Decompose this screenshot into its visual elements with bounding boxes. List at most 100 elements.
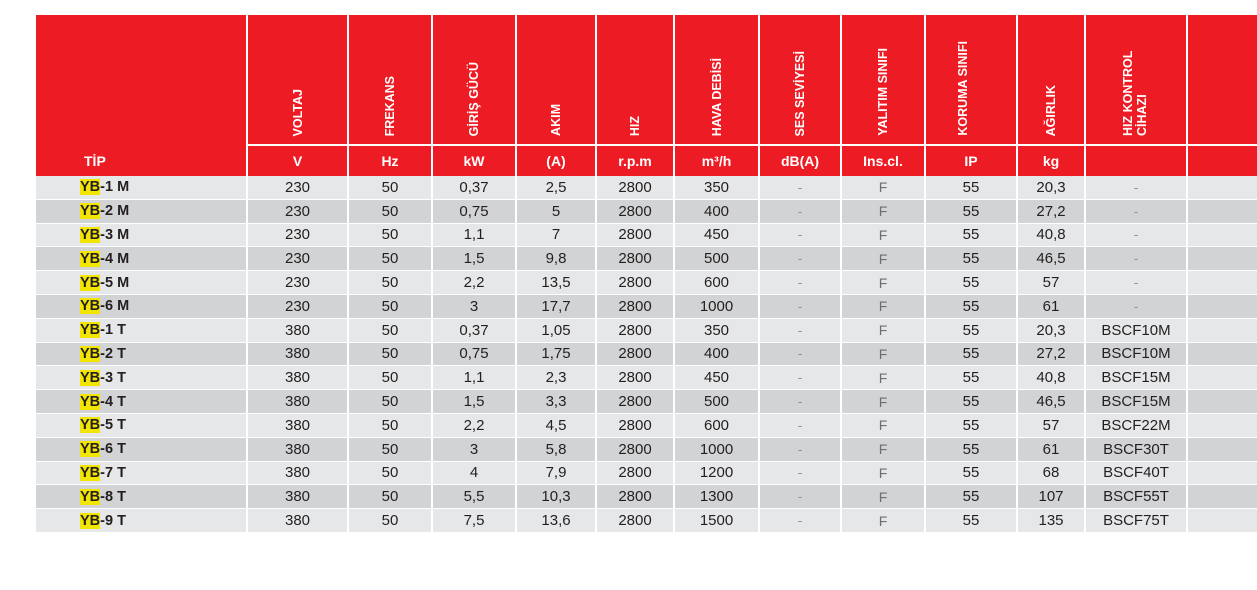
- table-cell: F: [841, 389, 926, 414]
- table-cell: 27,2: [1017, 199, 1086, 224]
- table-cell: 1000: [674, 437, 760, 462]
- spec-table-container: VOLTAJ FREKANS GİRİŞ GÜCÜ AKIM HIZ HAVA …: [36, 15, 1257, 533]
- table-cell: BSCF55T: [1085, 484, 1188, 510]
- table-cell: 380: [247, 461, 349, 486]
- table-cell: F: [841, 223, 926, 248]
- header-label: GİRİŞ GÜCÜ: [467, 61, 481, 136]
- table-cell: -: [1085, 294, 1188, 319]
- table-row: YB-6 T 380 50 3 5,8 2800 1000- F 55 61 BSCF30T: [36, 437, 1257, 462]
- table-cell: 0,37: [432, 176, 517, 200]
- header-airflow: HAVA DEBİSİ: [674, 15, 760, 145]
- table-cell: 1200: [674, 461, 760, 486]
- table-cell: -: [759, 318, 842, 343]
- table-cell: 55: [925, 199, 1018, 224]
- model-prefix-highlight: YB: [80, 464, 101, 481]
- model-suffix: -5 M: [100, 274, 130, 291]
- spec-table: VOLTAJ FREKANS GİRİŞ GÜCÜ AKIM HIZ HAVA …: [36, 15, 1257, 533]
- table-cell: 600: [674, 413, 760, 438]
- model-cell: YB-6 M: [36, 294, 248, 319]
- table-cell: 230: [247, 223, 349, 248]
- table-cell: BSCF30T: [1085, 437, 1188, 462]
- model-prefix-highlight: YB: [80, 179, 101, 196]
- table-cell-extra: [1187, 389, 1257, 414]
- table-cell: 2800: [596, 461, 675, 486]
- model-cell: YB-2 M: [36, 199, 248, 224]
- table-cell: 1,1: [432, 365, 517, 391]
- unit-cell-extra: [1187, 144, 1257, 176]
- table-cell: 380: [247, 365, 349, 391]
- model-cell: YB-4 M: [36, 246, 248, 272]
- table-cell: 2800: [596, 437, 675, 462]
- table-body: YB-1 M 230 50 0,37 2,5 2800 350- F 55 20,3- YB-2 M…: [36, 176, 1257, 533]
- table-cell: 9,8: [516, 246, 597, 272]
- model-suffix: -2 T: [100, 345, 126, 362]
- table-cell: 50: [348, 294, 433, 319]
- table-cell: 1,5: [432, 246, 517, 272]
- model-cell: YB-3 T: [36, 365, 248, 391]
- table-cell: 46,5: [1017, 389, 1086, 414]
- header-row: VOLTAJ FREKANS GİRİŞ GÜCÜ AKIM HIZ HAVA …: [36, 15, 1257, 145]
- table-cell: 55: [925, 365, 1018, 391]
- table-cell: 2800: [596, 484, 675, 510]
- table-cell: 500: [674, 246, 760, 272]
- model-cell: YB-4 T: [36, 389, 248, 414]
- model-cell: YB-7 T: [36, 461, 248, 486]
- table-cell: 50: [348, 484, 433, 510]
- table-cell: 50: [348, 508, 433, 533]
- table-cell: 40,8: [1017, 223, 1086, 248]
- table-cell: 55: [925, 437, 1018, 462]
- table-cell: 400: [674, 199, 760, 224]
- table-cell-extra: [1187, 461, 1257, 486]
- table-cell: 1,05: [516, 318, 597, 343]
- table-cell: 55: [925, 461, 1018, 486]
- table-cell: 380: [247, 389, 349, 414]
- table-cell-extra: [1187, 508, 1257, 533]
- table-cell: 50: [348, 270, 433, 295]
- table-cell: 55: [925, 318, 1018, 343]
- table-cell: -: [1085, 199, 1188, 224]
- table-cell: 500: [674, 389, 760, 414]
- header-tip-cell: [36, 15, 248, 145]
- table-cell: 1300: [674, 484, 760, 510]
- table-cell: 50: [348, 389, 433, 414]
- table-cell: 55: [925, 246, 1018, 272]
- model-suffix: -9 T: [100, 512, 126, 529]
- table-cell: F: [841, 413, 926, 438]
- table-cell: -: [759, 246, 842, 272]
- table-cell: 55: [925, 176, 1018, 200]
- table-cell: 230: [247, 246, 349, 272]
- table-cell: F: [841, 318, 926, 343]
- table-row: YB-1 T 380 50 0,37 1,05 2800 350- F 55 20,3 BSCF10…: [36, 318, 1257, 343]
- table-cell: 7: [516, 223, 597, 248]
- table-cell: 230: [247, 176, 349, 200]
- table-cell: F: [841, 294, 926, 319]
- table-row: YB-5 M 230 50 2,2 13,5 2800 600- F 55 57-: [36, 270, 1257, 295]
- table-cell: 55: [925, 389, 1018, 414]
- table-cell: 380: [247, 342, 349, 367]
- unit-cell: m³/h: [674, 144, 760, 176]
- model-cell: YB-2 T: [36, 342, 248, 367]
- model-suffix: -1 M: [100, 179, 130, 196]
- table-cell: F: [841, 342, 926, 367]
- table-cell: 3,3: [516, 389, 597, 414]
- table-cell: 55: [925, 484, 1018, 510]
- table-cell: -: [759, 484, 842, 510]
- unit-cell: Ins.cl.: [841, 144, 926, 176]
- table-cell: 0,37: [432, 318, 517, 343]
- table-cell: 230: [247, 294, 349, 319]
- table-cell: 68: [1017, 461, 1086, 486]
- table-cell: -: [759, 461, 842, 486]
- table-cell: 2800: [596, 270, 675, 295]
- header-tip: TİP: [36, 145, 248, 176]
- table-cell: 57: [1017, 413, 1086, 438]
- table-cell: 3: [432, 294, 517, 319]
- header-sound-level: SES SEVİYESİ: [759, 15, 842, 145]
- header-input-power: GİRİŞ GÜCÜ: [432, 15, 517, 145]
- table-cell: -: [759, 176, 842, 200]
- table-cell: 0,75: [432, 199, 517, 224]
- table-row: YB-1 M 230 50 0,37 2,5 2800 350- F 55 20,3-: [36, 176, 1257, 200]
- model-suffix: -5 T: [100, 417, 126, 434]
- unit-cell: (A): [516, 144, 597, 176]
- model-suffix: -3 M: [100, 226, 130, 243]
- header-label: HIZ KONTROL CİHAZI: [1121, 50, 1149, 136]
